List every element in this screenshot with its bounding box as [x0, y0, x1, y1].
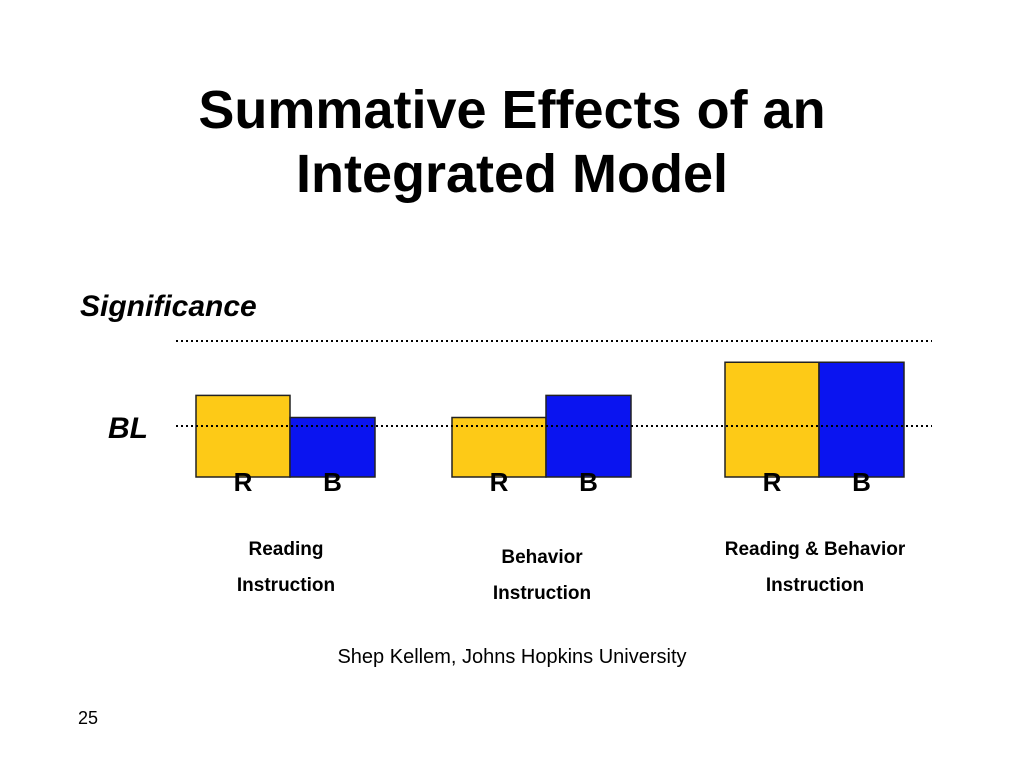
bar-r-2	[724, 361, 820, 478]
bar-letter-label: R	[490, 467, 509, 497]
bar-r-1	[451, 416, 547, 478]
credit-text: Shep Kellem, Johns Hopkins University	[337, 646, 687, 668]
bar-letter-label: R	[234, 467, 253, 497]
significance-label: Significance	[80, 290, 257, 323]
category-label-reading: Reading Instruction	[176, 537, 396, 599]
bar-r-0	[195, 394, 291, 478]
bar-letter-label: R	[763, 467, 782, 497]
category-label-line2: Instruction	[765, 575, 865, 596]
bar-letter-label: B	[579, 467, 598, 497]
category-label-line1: Reading	[248, 539, 324, 560]
bar-letter-label: B	[323, 467, 342, 497]
baseline-label: BL	[108, 412, 148, 445]
category-label-line1: Reading & Behavior	[724, 539, 906, 560]
slide-title: Summative Effects of an Integrated Model	[0, 78, 1024, 206]
category-label-line2: Instruction	[236, 575, 336, 596]
bar-letter-label: B	[852, 467, 871, 497]
title-line-2: Integrated Model	[295, 144, 729, 204]
category-label-line2: Instruction	[492, 583, 592, 604]
category-label-reading-behavior: Reading & Behavior Instruction	[720, 537, 910, 599]
bar-b-1	[545, 394, 632, 478]
bar-b-0	[289, 416, 376, 478]
category-label-behavior: Behavior Instruction	[432, 545, 652, 607]
category-label-line1: Behavior	[501, 547, 583, 568]
title-line-1: Summative Effects of an	[198, 80, 826, 140]
bar-b-2	[818, 361, 905, 478]
page-number: 25	[78, 708, 99, 728]
